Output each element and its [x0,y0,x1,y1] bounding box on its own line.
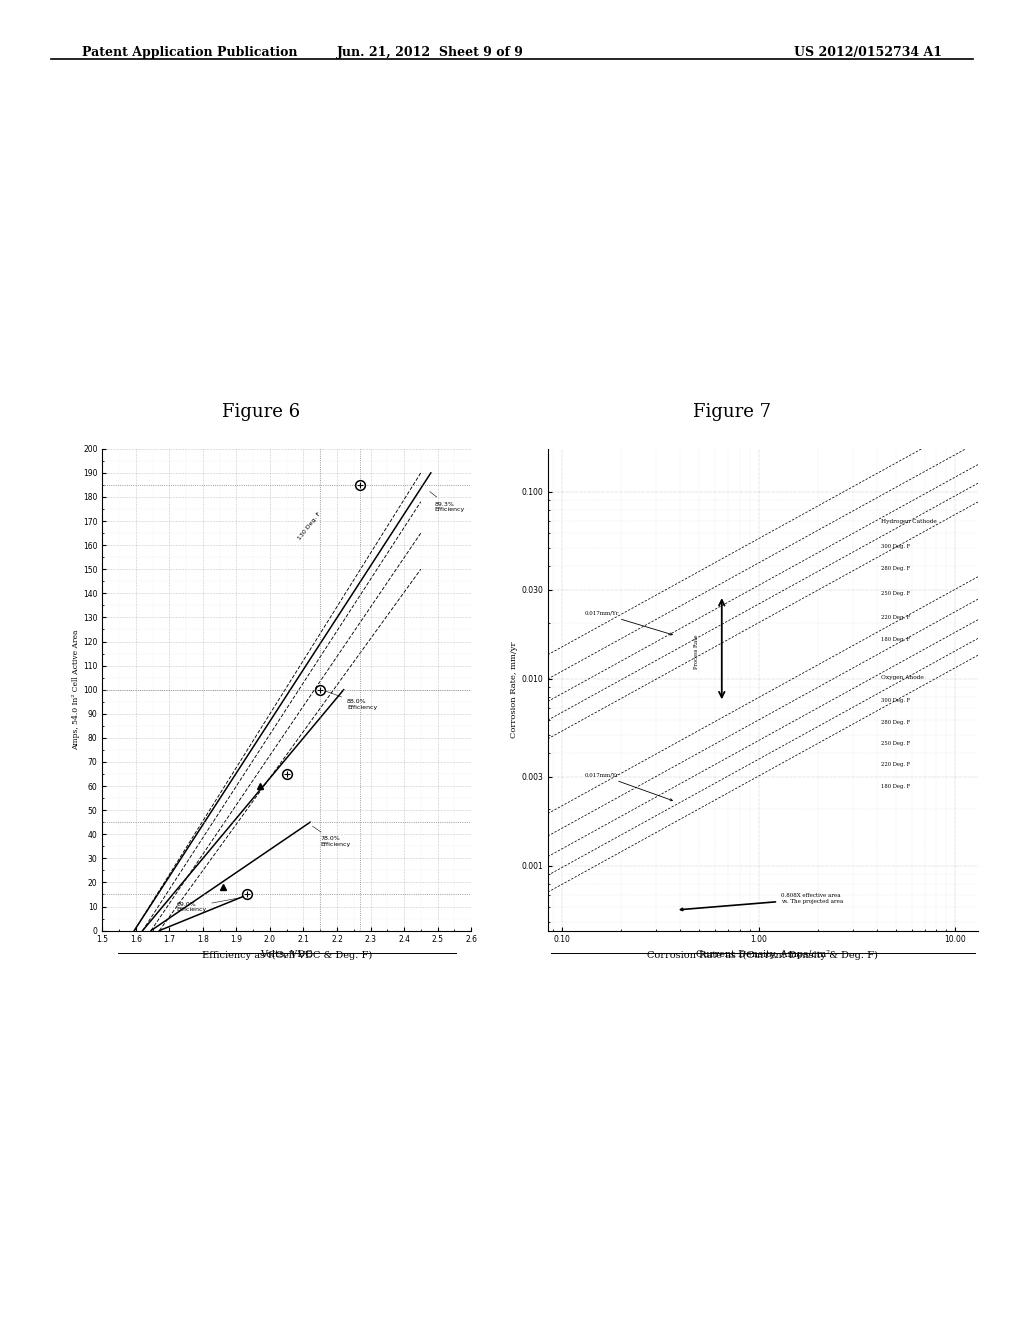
Text: Jun. 21, 2012  Sheet 9 of 9: Jun. 21, 2012 Sheet 9 of 9 [337,46,523,59]
Text: 180 Deg. F: 180 Deg. F [882,636,910,642]
Text: 0.808X effective area
vs. The projected area: 0.808X effective area vs. The projected … [681,894,844,911]
Text: 280 Deg. F: 280 Deg. F [882,721,910,726]
Text: Process Rate: Process Rate [694,634,699,669]
Text: 78.0%
Efficiency: 78.0% Efficiency [312,826,350,847]
Text: 220 Deg. F: 220 Deg. F [882,615,910,619]
Text: 130 Deg. F: 130 Deg. F [297,511,322,541]
Y-axis label: Corrosion Rate, mm/yr: Corrosion Rate, mm/yr [510,642,518,738]
X-axis label: Current Density, Amps/cm²: Current Density, Amps/cm² [696,950,829,960]
Y-axis label: Amps, 54.0 In² Cell Active Area: Amps, 54.0 In² Cell Active Area [73,630,80,750]
Text: 69.0%
Efficiency: 69.0% Efficiency [176,898,242,912]
Text: 88.0%
Efficiency: 88.0% Efficiency [325,690,377,710]
Text: Corrosion Rate as f(Current Density & Deg. F): Corrosion Rate as f(Current Density & De… [647,950,879,960]
Text: 280 Deg. F: 280 Deg. F [882,566,910,572]
Text: 0.017mm/Yr: 0.017mm/Yr [584,772,673,801]
Text: 220 Deg. F: 220 Deg. F [882,763,910,767]
X-axis label: Volts, VDC: Volts, VDC [260,950,313,960]
Text: 89.3%
Efficiency: 89.3% Efficiency [430,491,465,512]
Text: 250 Deg. F: 250 Deg. F [882,742,910,747]
Text: Patent Application Publication: Patent Application Publication [82,46,297,59]
Text: Efficiency as f(Cell VDC & Deg. F): Efficiency as f(Cell VDC & Deg. F) [202,950,372,960]
Text: Figure 7: Figure 7 [693,403,771,421]
Text: 300 Deg. F: 300 Deg. F [882,544,910,549]
Text: 300 Deg. F: 300 Deg. F [882,698,910,704]
Text: Figure 6: Figure 6 [222,403,300,421]
Text: 180 Deg. F: 180 Deg. F [882,784,910,789]
Text: US 2012/0152734 A1: US 2012/0152734 A1 [794,46,942,59]
Text: 0.017mm/Yr: 0.017mm/Yr [584,611,673,635]
Text: Oxygen Anode: Oxygen Anode [882,675,924,680]
Text: 250 Deg. F: 250 Deg. F [882,591,910,597]
Text: Hydrogen Cathode: Hydrogen Cathode [882,519,937,524]
